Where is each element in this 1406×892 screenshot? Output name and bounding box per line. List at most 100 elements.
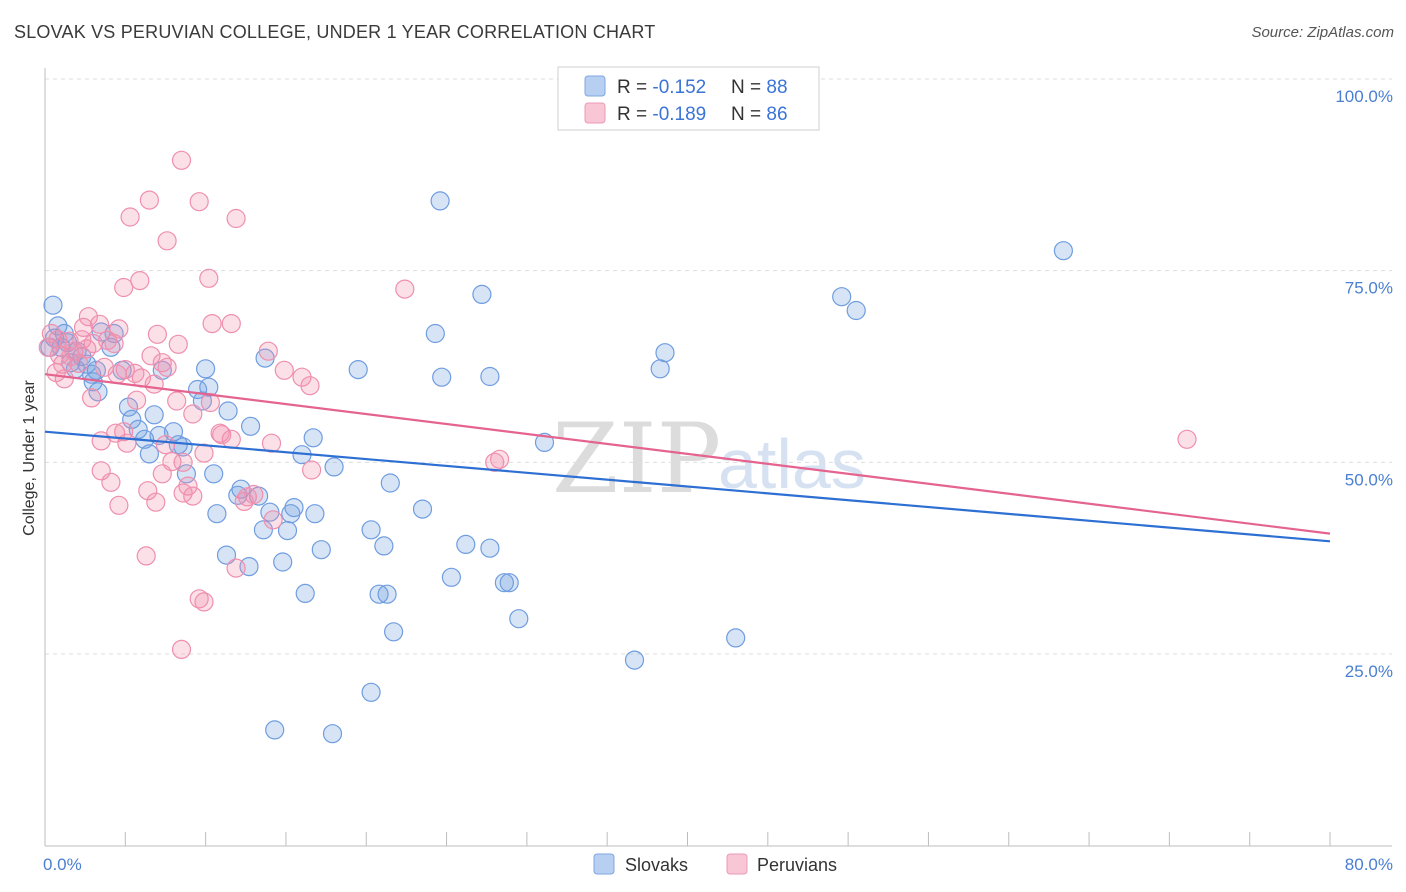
peruvian-point-52 [194, 443, 214, 463]
series-legend: Slovaks Peruvians [593, 853, 837, 875]
trendline-slovaks [44, 430, 1331, 543]
bottom-legend-swatch-peruvians [726, 853, 748, 875]
slovak-point-24 [118, 397, 139, 417]
peruvian-point-81 [144, 374, 164, 394]
slovak-point-68 [384, 622, 404, 642]
slovak-point-1 [48, 316, 68, 336]
peruvian-point-23 [38, 337, 58, 357]
slovak-point-61 [441, 567, 461, 587]
peruvian-point-64 [183, 486, 203, 506]
y-tick-label-100: 100.0% [1335, 87, 1393, 106]
peruvian-point-39 [81, 388, 102, 408]
peruvian-point-84 [157, 357, 177, 377]
peruvian-point-6 [199, 268, 219, 288]
legend-n-label: N = [731, 104, 766, 125]
legend-swatch-peruvians [584, 102, 606, 124]
y-tick-label-25: 25.0% [1345, 662, 1393, 681]
slovak-point-57 [311, 540, 331, 560]
slovak-point-66 [377, 584, 397, 604]
slovak-point-78 [348, 360, 368, 380]
peruvian-point-14 [73, 317, 94, 337]
peruvian-point-12 [221, 314, 241, 334]
peruvian-point-7 [130, 271, 150, 291]
peruvian-point-26 [258, 341, 278, 361]
legend-n-label: N = [731, 77, 766, 98]
peruvian-point-47 [221, 429, 241, 449]
peruvian-point-75 [171, 639, 192, 660]
legend-n-value: 88 [766, 77, 787, 98]
peruvian-point-83 [125, 363, 145, 383]
peruvian-point-1 [139, 190, 159, 210]
legend-row-peruvians: R = -0.189 [617, 104, 706, 125]
peruvian-point-11 [202, 314, 222, 334]
source-label: Source: ZipAtlas.com [1251, 24, 1394, 41]
peruvian-point-20 [83, 333, 103, 354]
slovak-point-82 [655, 343, 675, 363]
slovak-point-40 [204, 464, 224, 484]
peruvian-point-62 [138, 481, 158, 501]
peruvian-point-10 [78, 307, 99, 327]
legend-row-slovaks: R = -0.152 [617, 77, 706, 98]
slovak-point-28 [128, 419, 148, 439]
slovak-point-53 [361, 520, 381, 540]
peruvian-point-72 [226, 558, 246, 578]
slovak-point-50 [412, 499, 433, 519]
peruvian-point-5 [157, 231, 177, 251]
slovak-point-71 [361, 682, 381, 702]
peruvian-point-43 [114, 422, 134, 442]
stats-legend: R = -0.152 N = 88 R = -0.189 N = 86 [557, 66, 820, 131]
y-tick-label-75: 75.0% [1345, 279, 1393, 298]
slovak-point-33 [303, 428, 323, 448]
slovak-point-81 [650, 359, 670, 379]
slovak-point-52 [277, 520, 298, 541]
slovak-point-26 [218, 401, 238, 421]
slovak-point-47 [281, 504, 301, 524]
peruvian-point-46 [212, 425, 232, 445]
peruvian-point-58 [152, 464, 172, 484]
peruvian-point-59 [302, 460, 322, 480]
slovak-point-25 [144, 405, 164, 425]
bottom-legend-peruvians: Peruvians [757, 855, 837, 875]
peruvian-point-60 [101, 472, 121, 492]
slovak-point-76 [425, 323, 445, 344]
slovak-point-64 [295, 583, 315, 604]
series-peruvians [38, 150, 1197, 660]
peruvian-point-42 [200, 392, 220, 413]
slovak-point-70 [624, 650, 645, 670]
peruvian-point-50 [261, 433, 282, 453]
legend-r-value: -0.189 [652, 104, 706, 125]
slovak-point-85 [1053, 241, 1074, 261]
legend-r-label: R = [617, 77, 652, 98]
slovak-point-49 [207, 504, 227, 524]
peruvian-point-49 [117, 433, 137, 453]
slovak-point-72 [265, 720, 285, 740]
slovak-point-38 [324, 457, 344, 477]
slovak-point-80 [480, 366, 500, 387]
peruvian-point-41 [167, 391, 187, 411]
legend-n-peruvians: N = 86 [731, 104, 788, 125]
peruvian-point-74 [194, 592, 214, 612]
peruvian-point-8 [114, 277, 134, 298]
peruvian-point-2 [189, 192, 209, 212]
slovak-point-59 [456, 534, 476, 555]
peruvian-point-71 [136, 546, 156, 566]
peruvian-point-33 [274, 360, 294, 380]
peruvian-point-70 [263, 510, 283, 530]
slovak-point-84 [846, 300, 866, 321]
slovak-point-20 [196, 359, 216, 379]
slovak-point-83 [832, 287, 852, 307]
x-tick-label-80: 80.0% [1345, 855, 1393, 874]
slovak-point-62 [494, 573, 514, 593]
slovak-point-54 [216, 545, 237, 565]
slovak-point-67 [509, 609, 529, 629]
slovak-point-75 [472, 284, 492, 304]
peruvian-point-69 [109, 495, 129, 515]
slovak-point-74 [430, 191, 450, 211]
peruvian-point-80 [183, 404, 203, 424]
legend-swatch-slovaks [584, 75, 606, 97]
peruvian-point-38 [300, 376, 320, 396]
slovak-point-58 [374, 536, 394, 556]
peruvian-point-51 [155, 435, 176, 455]
peruvian-point-48 [91, 431, 111, 451]
